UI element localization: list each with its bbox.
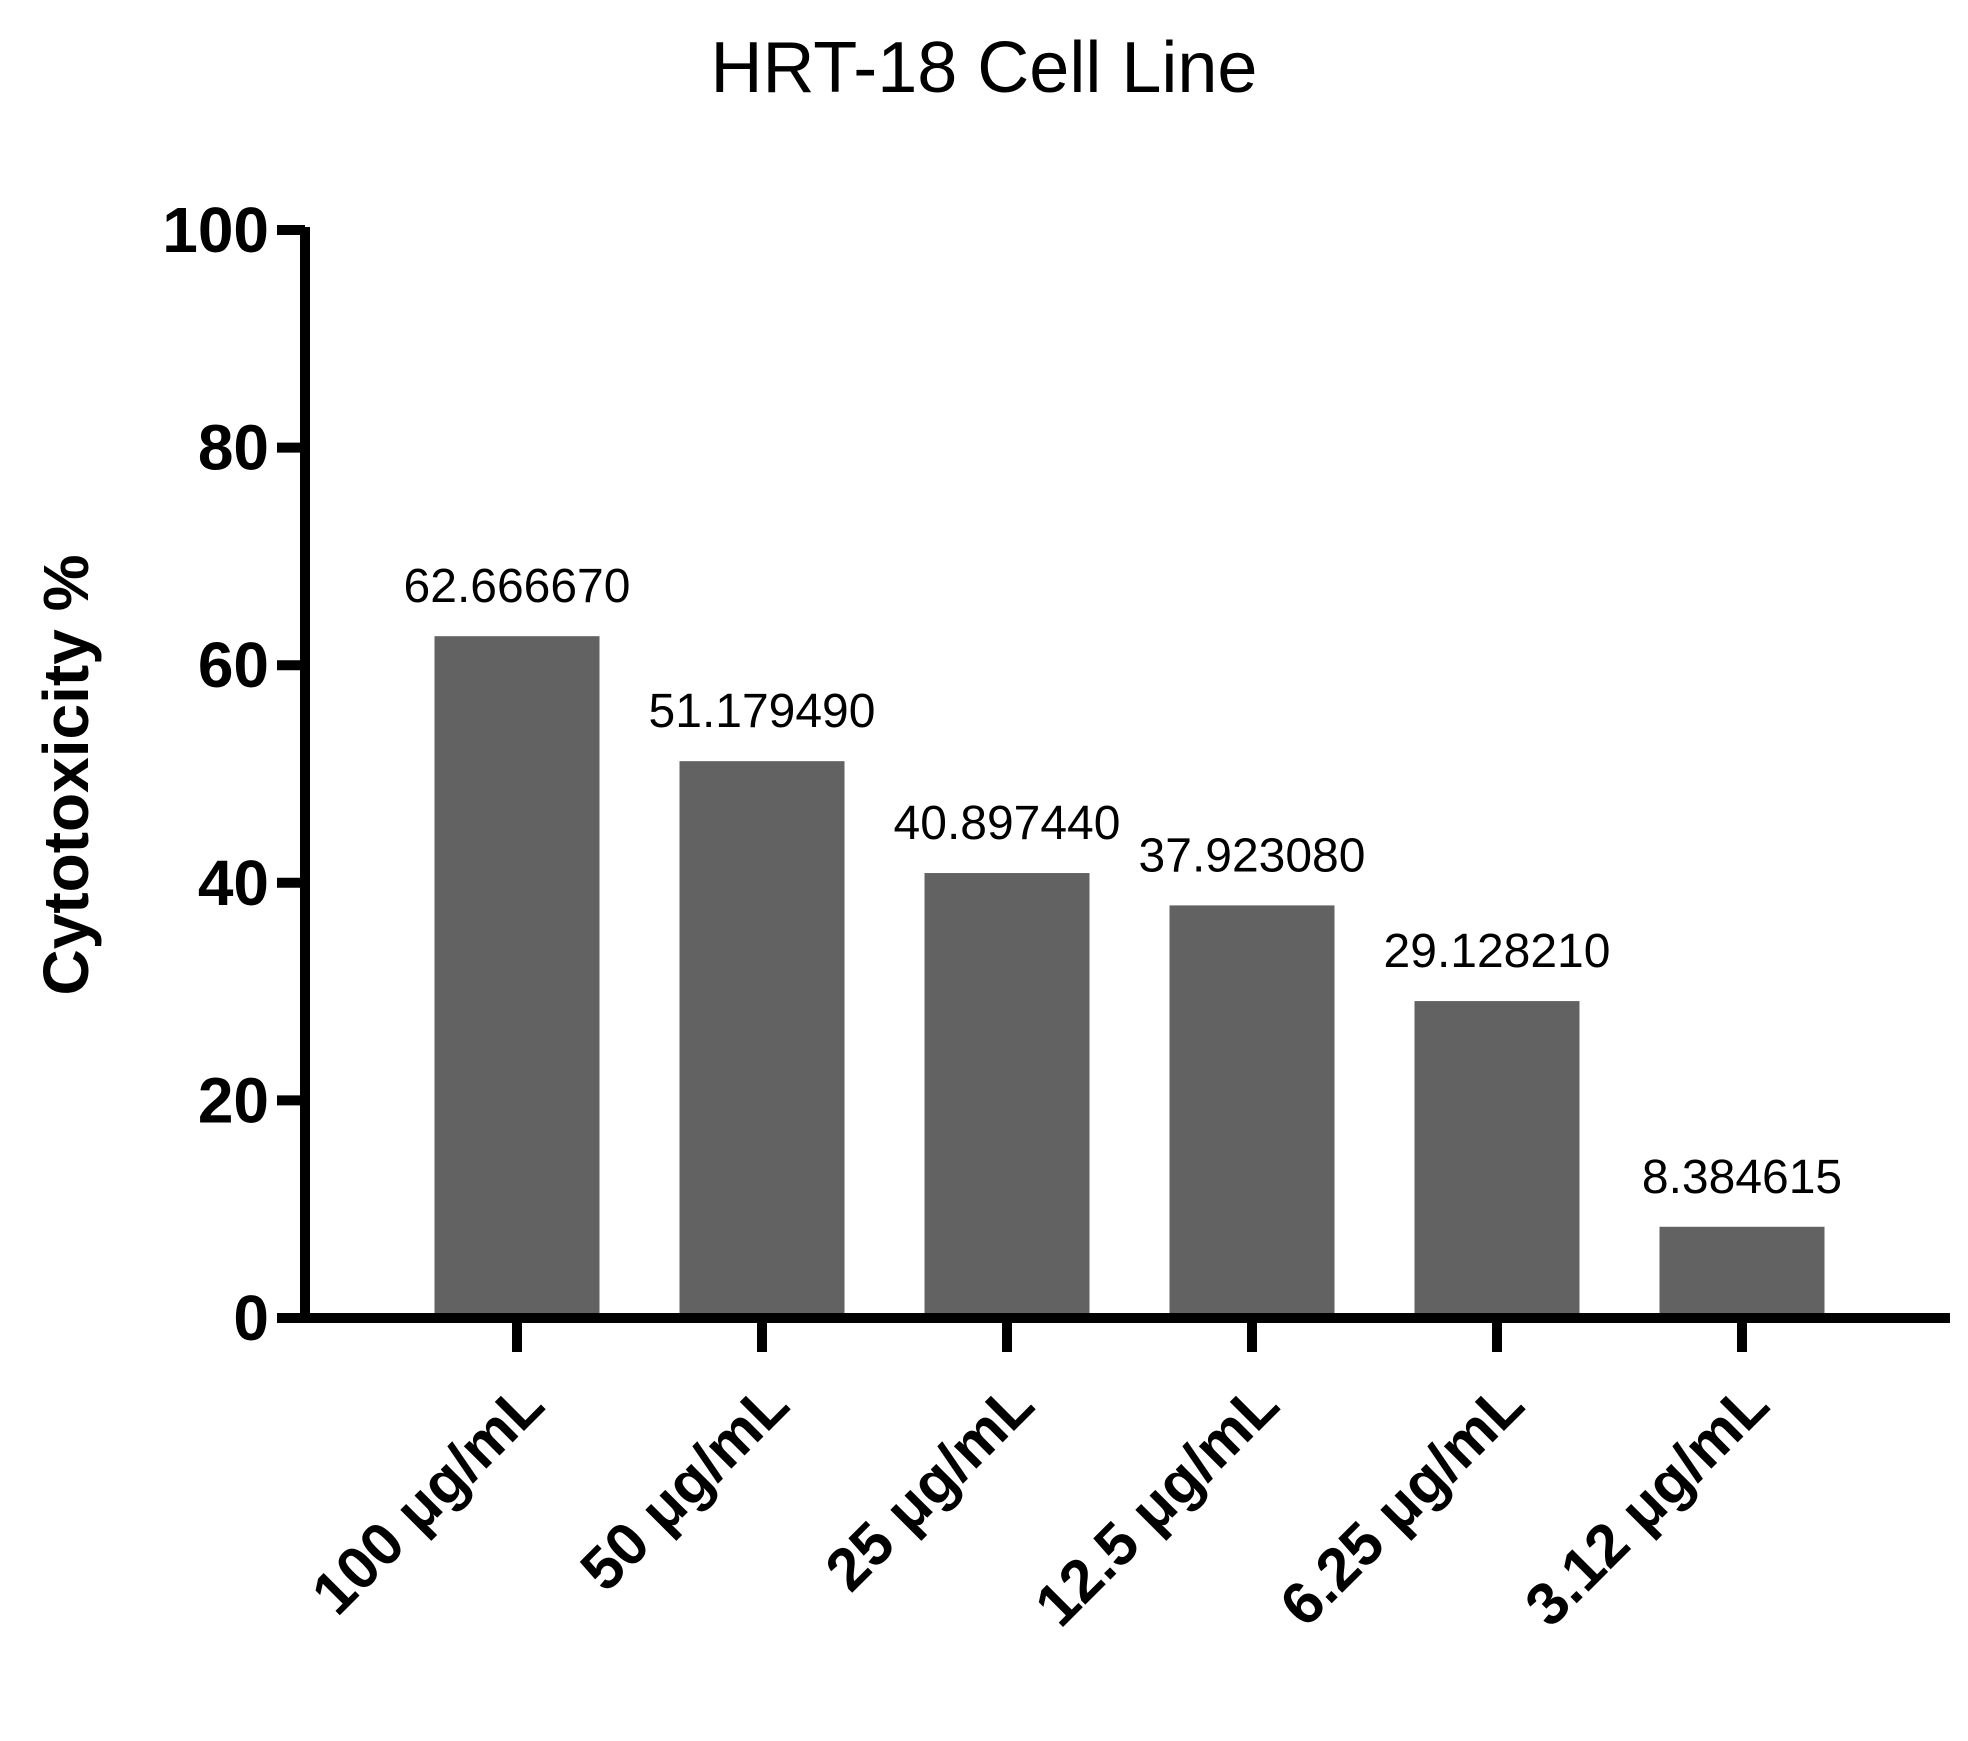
y-tick-label-100: 100 xyxy=(162,194,269,266)
x-tick-label-4: 12.5 μg/mL xyxy=(1022,1370,1291,1639)
data-label-4: 37.923080 xyxy=(1139,829,1366,882)
x-tick-label-2: 50 μg/mL xyxy=(568,1370,802,1604)
bar-5 xyxy=(1414,1001,1580,1318)
data-label-3: 40.897440 xyxy=(894,797,1121,850)
data-label-1: 62.666670 xyxy=(404,560,631,613)
chart-title: HRT-18 Cell Line xyxy=(711,28,1258,108)
x-tick-label-5: 6.25 μg/mL xyxy=(1267,1370,1536,1639)
x-tick-label-6: 3.12 μg/mL xyxy=(1512,1370,1781,1639)
y-tick-label-60: 60 xyxy=(198,629,269,701)
y-axis-label: Cytotoxicity % xyxy=(30,555,102,996)
y-tick-label-80: 80 xyxy=(198,412,269,484)
y-axis: 0 20 40 60 80 100 xyxy=(162,194,310,1354)
bars-group xyxy=(434,636,1825,1318)
y-tick-label-20: 20 xyxy=(198,1064,269,1136)
data-label-2: 51.179490 xyxy=(649,685,876,738)
data-label-6: 8.384615 xyxy=(1642,1151,1842,1204)
bar-1 xyxy=(434,636,600,1318)
y-tick-label-40: 40 xyxy=(198,847,269,919)
y-tick-label-0: 0 xyxy=(233,1282,269,1354)
bar-3 xyxy=(924,873,1090,1318)
bar-6 xyxy=(1659,1226,1825,1318)
x-tick-label-1: 100 μg/mL xyxy=(299,1370,556,1627)
data-labels-group: 62.666670 51.179490 40.897440 37.923080 29.1… xyxy=(404,560,1843,1204)
x-tick-label-3: 25 μg/mL xyxy=(813,1370,1047,1604)
bar-4 xyxy=(1169,905,1335,1318)
data-label-5: 29.128210 xyxy=(1384,925,1611,978)
bar-2 xyxy=(679,761,845,1318)
